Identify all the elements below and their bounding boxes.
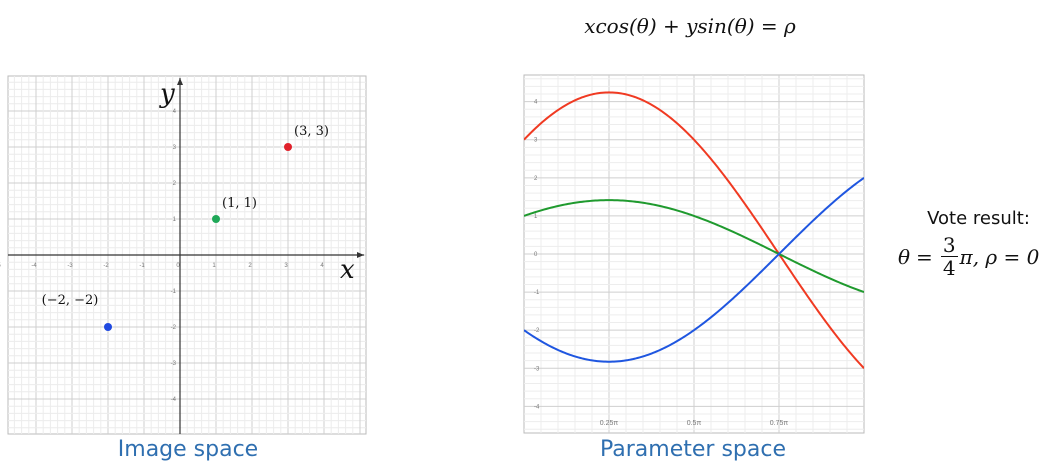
y-tick-label: 3: [173, 145, 177, 151]
parameter-space-caption: Parameter space: [600, 437, 786, 462]
x-axis-label: x: [340, 255, 355, 285]
vote-result-title: Vote result:: [927, 208, 1030, 229]
x-tick-label: 3: [284, 263, 288, 269]
y-tick-label: -1: [171, 289, 177, 295]
x-tick-label: -1: [139, 263, 145, 269]
sinusoid-curve: [524, 91, 864, 369]
y-tick-label: -2: [171, 325, 177, 331]
x-tick-label: 2: [248, 263, 252, 269]
sinusoid-curve: [524, 199, 864, 294]
param-x-tick-label: 0.75π: [770, 420, 789, 427]
fraction-numerator: 3: [940, 233, 958, 257]
y-axis-arrow: [177, 78, 183, 85]
fraction-denominator: 4: [942, 256, 956, 280]
y-tick-label: 1: [173, 217, 177, 223]
param-y-tick-label: -3: [534, 366, 540, 372]
param-y-tick-label: 0: [534, 252, 538, 258]
param-y-tick-label: -1: [534, 290, 540, 296]
theta-symbol: θ: [898, 244, 911, 269]
parameter-space-plot: 4 3 2 1 0 -1 -2 -3 -4 0.25π 0.5π 0.75π: [523, 74, 865, 434]
data-point: [212, 215, 220, 223]
sinusoid-curve: [524, 177, 864, 363]
param-y-tick-label: 3: [534, 138, 538, 144]
x-tick-label: 4: [320, 263, 324, 269]
hough-equation: xcos(θ) + ysin(θ) = ρ: [584, 14, 796, 38]
y-tick-label: 4: [173, 109, 177, 115]
image-space-plot: -5 -4 -3 -2 -1 0 1 2 3 4 4 3 2 1 -1 -2 -3 -4 x y (3, 3) (1, 1…: [0, 75, 367, 435]
equals-sign: =: [916, 244, 933, 269]
image-space-caption: Image space: [117, 437, 259, 462]
data-point: [284, 143, 292, 151]
param-y-tick-label: -4: [534, 404, 540, 410]
param-x-tick-label: 0.25π: [600, 420, 619, 427]
point-label: (3, 3): [294, 124, 329, 139]
x-tick-label: -4: [31, 263, 37, 269]
y-axis-label: y: [159, 79, 175, 109]
y-tick-label: -3: [171, 361, 177, 367]
x-tick-label: -5: [0, 263, 1, 269]
fraction: 3 4: [940, 233, 958, 280]
param-y-tick-label: 1: [534, 214, 538, 220]
x-tick-label: -2: [103, 263, 109, 269]
data-point: [104, 323, 112, 331]
point-label: (−2, −2): [42, 293, 99, 308]
x-tick-label: 0: [176, 263, 180, 269]
vote-result-formula: θ = 3 4 π, ρ = 0: [898, 234, 1048, 279]
point-label: (1, 1): [222, 196, 257, 211]
param-y-tick-label: 2: [534, 176, 538, 182]
param-y-tick-label: -2: [534, 328, 540, 334]
y-tick-label: 2: [173, 181, 177, 187]
x-tick-label: 1: [212, 263, 216, 269]
param-x-tick-label: 0.5π: [687, 420, 702, 427]
x-axis-arrow: [357, 252, 364, 258]
vote-suffix: π, ρ = 0: [959, 244, 1040, 269]
y-tick-label: -4: [171, 397, 177, 403]
param-y-tick-label: 4: [534, 100, 538, 106]
x-tick-label: -3: [67, 263, 73, 269]
